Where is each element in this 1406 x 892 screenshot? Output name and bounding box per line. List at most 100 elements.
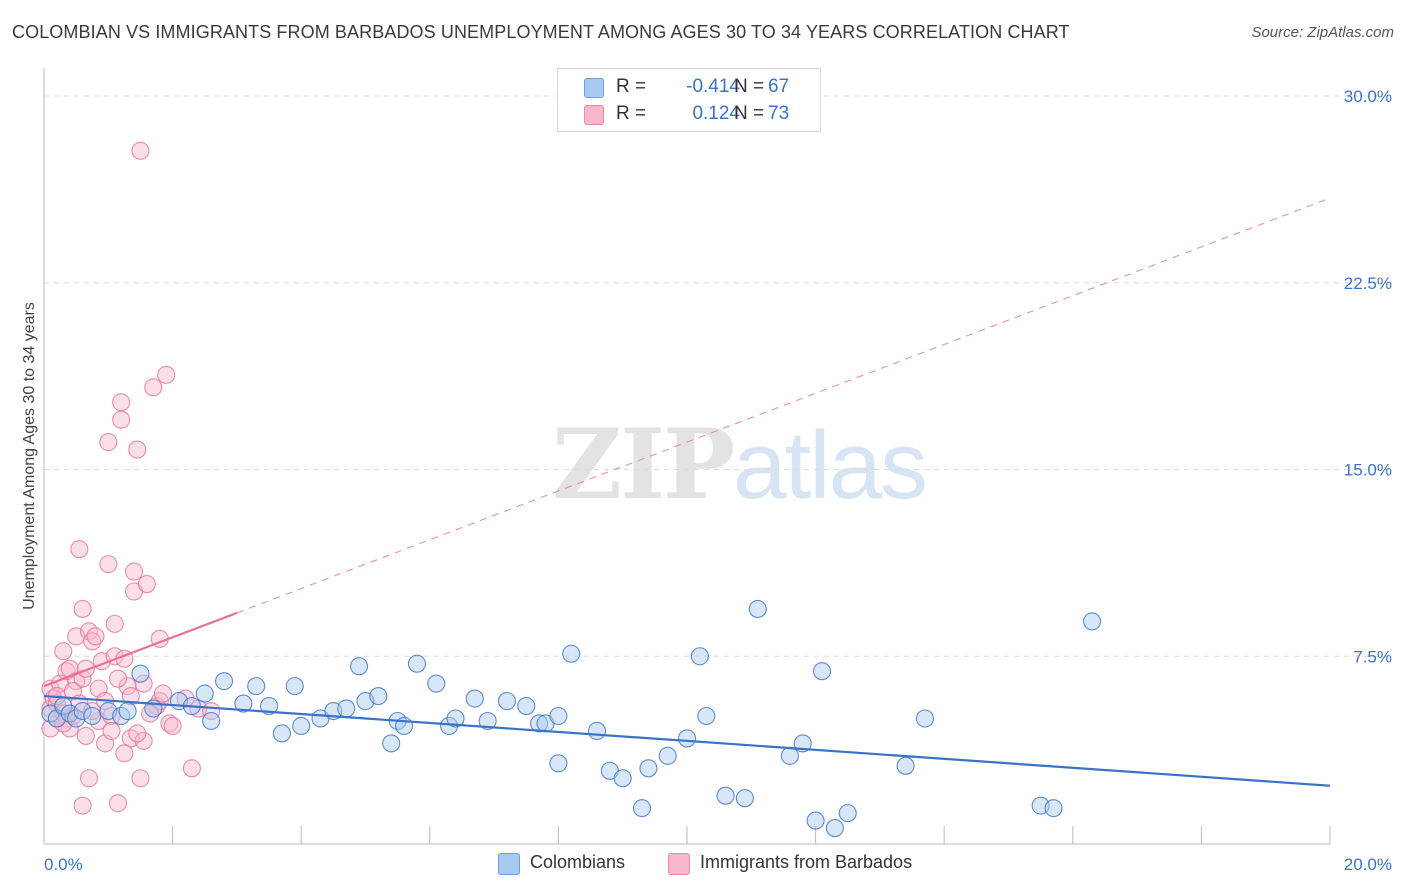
barbados-point bbox=[182, 759, 201, 778]
x-tick-label-max: 20.0% bbox=[1344, 855, 1392, 874]
colombian-point bbox=[639, 759, 658, 778]
barbados-point bbox=[73, 796, 92, 815]
barbados-point bbox=[137, 574, 156, 594]
legend-n-value: 67 bbox=[768, 76, 790, 97]
watermark-atlas: atlas bbox=[733, 412, 928, 519]
colombian-point bbox=[806, 811, 825, 830]
colombian-point bbox=[896, 756, 915, 775]
barbados-point bbox=[134, 674, 153, 693]
watermark: ZIPatlas bbox=[552, 408, 928, 521]
barbados-point bbox=[99, 433, 118, 452]
colombian-point bbox=[677, 729, 697, 748]
legend-label-barbados: Immigrants from Barbados bbox=[700, 852, 913, 872]
tick-labels: 7.5% 15.0% 22.5% 30.0% 0.0% 20.0% bbox=[44, 87, 1392, 874]
colombian-point bbox=[838, 804, 857, 823]
watermark-zip: ZIP bbox=[552, 408, 735, 521]
barbados-point bbox=[134, 731, 153, 750]
barbados-point bbox=[144, 378, 163, 397]
legend-swatch-barbados bbox=[584, 105, 604, 125]
colombian-point bbox=[478, 711, 497, 731]
barbados-point bbox=[99, 555, 118, 574]
barbados-point bbox=[44, 689, 63, 708]
colombian-point bbox=[658, 746, 677, 765]
barbados-point bbox=[131, 141, 150, 160]
legend-r-value: 0.124 bbox=[692, 103, 740, 124]
barbados-point bbox=[83, 632, 102, 651]
colombian-point bbox=[1044, 799, 1063, 818]
barbados-point bbox=[157, 365, 176, 384]
legend-r-label: R = bbox=[616, 76, 647, 97]
colombian-point bbox=[382, 734, 401, 753]
colombian-point bbox=[83, 706, 102, 726]
barbados-point bbox=[102, 721, 121, 741]
y-tick-label: 15.0% bbox=[1344, 461, 1392, 480]
colombian-point bbox=[915, 709, 934, 728]
barbados-trend-line-solid bbox=[43, 611, 238, 688]
colombian-point bbox=[549, 706, 568, 726]
legend-r-value: -0.414 bbox=[686, 76, 740, 97]
colombian-point bbox=[118, 701, 137, 721]
barbados-point bbox=[112, 410, 131, 429]
barbados-point bbox=[124, 562, 144, 581]
y-tick-label: 30.0% bbox=[1344, 87, 1392, 106]
colombian-point bbox=[427, 674, 446, 693]
colombian-point bbox=[337, 699, 356, 718]
barbados-point bbox=[131, 769, 150, 788]
colombian-point bbox=[716, 786, 735, 805]
colombian-point bbox=[780, 746, 799, 765]
colombian-point bbox=[697, 706, 716, 726]
legend-n-value: 73 bbox=[768, 103, 790, 124]
gridlines bbox=[44, 95, 1392, 657]
colombian-point bbox=[613, 769, 632, 788]
barbados-points bbox=[41, 141, 221, 815]
colombian-point bbox=[446, 709, 465, 728]
colombian-point bbox=[73, 701, 92, 721]
barbados-point bbox=[112, 393, 131, 412]
barbados-trend-line-dashed bbox=[236, 197, 1331, 614]
colombian-point bbox=[690, 647, 709, 666]
colombians-trend-line bbox=[43, 694, 1331, 787]
barbados-point bbox=[121, 687, 140, 706]
colombian-point bbox=[234, 694, 253, 713]
barbados-point bbox=[73, 599, 92, 618]
barbados-point bbox=[128, 724, 147, 743]
barbados-point bbox=[73, 669, 92, 688]
barbados-point bbox=[153, 684, 173, 703]
colombian-point bbox=[632, 799, 652, 818]
barbados-point bbox=[141, 704, 160, 723]
legend-r-label: R = bbox=[616, 103, 647, 124]
barbados-point bbox=[115, 744, 134, 763]
barbados-point bbox=[86, 627, 105, 646]
barbados-point bbox=[102, 706, 121, 726]
colombian-point bbox=[214, 672, 234, 691]
colombian-point bbox=[812, 662, 832, 681]
colombian-point bbox=[202, 711, 221, 731]
colombian-point bbox=[285, 677, 304, 696]
legend-swatch-barbados bbox=[668, 853, 690, 875]
trend-lines bbox=[43, 197, 1331, 787]
colombian-point bbox=[825, 819, 844, 838]
legend-label-colombians: Colombians bbox=[530, 852, 626, 872]
barbados-point bbox=[108, 669, 127, 688]
legend-swatch-colombians bbox=[584, 78, 604, 98]
colombian-point bbox=[131, 664, 150, 683]
axes bbox=[43, 68, 1331, 845]
y-tick-label: 7.5% bbox=[1353, 647, 1392, 666]
legend-n-label: N = bbox=[734, 76, 765, 97]
colombian-point bbox=[587, 721, 607, 741]
correlation-legend: R = -0.414 N = 67 R = 0.124 N = 73 bbox=[557, 68, 821, 132]
colombian-point bbox=[350, 657, 369, 676]
colombian-point bbox=[562, 644, 581, 663]
colombian-point bbox=[247, 677, 266, 696]
colombian-point bbox=[259, 696, 279, 716]
barbados-point bbox=[108, 794, 127, 813]
colombian-point bbox=[465, 689, 484, 708]
barbados-point bbox=[163, 716, 182, 736]
chart-title: COLOMBIAN VS IMMIGRANTS FROM BARBADOS UN… bbox=[12, 22, 1070, 42]
colombian-point bbox=[530, 714, 549, 733]
legend-swatch-colombians bbox=[498, 853, 520, 875]
barbados-point bbox=[70, 540, 89, 559]
barbados-point bbox=[105, 614, 124, 633]
y-axis-label: Unemployment Among Ages 30 to 34 years bbox=[21, 302, 38, 610]
colombian-point bbox=[292, 716, 311, 736]
